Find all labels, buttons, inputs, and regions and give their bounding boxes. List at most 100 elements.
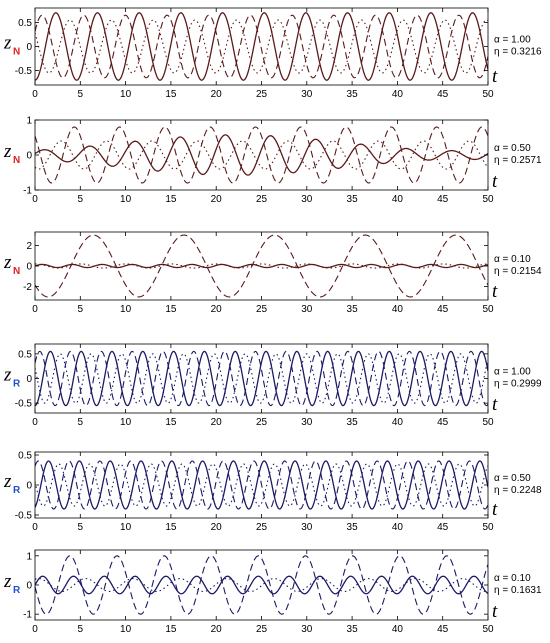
x-tick-label: 5 — [78, 522, 84, 533]
x-tick-label: 20 — [211, 522, 223, 533]
x-tick-label: 35 — [347, 522, 359, 533]
y-tick-label: 0 — [26, 581, 32, 592]
y-tick-label: 0.5 — [18, 18, 32, 29]
y-tick-label: 2 — [26, 241, 32, 252]
series-line-dotted — [35, 19, 488, 74]
x-tick-label: 0 — [32, 89, 38, 100]
x-tick-label: 25 — [256, 89, 268, 100]
x-axis-label: t — [492, 171, 498, 192]
x-tick-label: 50 — [482, 417, 494, 428]
x-tick-label: 10 — [120, 304, 132, 315]
eta-value: η = 0.3216 — [494, 47, 542, 58]
x-tick-label: 10 — [120, 522, 132, 533]
x-tick-label: 50 — [482, 304, 494, 315]
alpha-value: α = 0.50 — [494, 473, 531, 484]
panel-1: 0 5 10 15 20 25 30 35 40 45 50 -0.5 0 0.5 z Nt α = 1.00η… — [3, 7, 542, 100]
x-tick-label: 15 — [165, 304, 177, 315]
series-group — [35, 350, 488, 407]
x-tick-label: 10 — [120, 194, 132, 205]
y-tick-label: -0.5 — [15, 66, 33, 77]
x-tick-label: 40 — [392, 522, 404, 533]
x-tick-label: 25 — [256, 522, 268, 533]
y-tick-label: -0.5 — [15, 399, 33, 410]
y-axis-label-subscript: R — [13, 379, 21, 390]
y-tick-label: -1 — [23, 186, 32, 197]
x-tick-label: 25 — [256, 417, 268, 428]
alpha-value: α = 0.50 — [494, 143, 531, 154]
y-axis-label-subscript: N — [13, 155, 20, 166]
x-tick-label: 35 — [347, 624, 359, 635]
alpha-value: α = 0.10 — [494, 573, 531, 584]
y-tick-label: 0 — [26, 262, 32, 273]
x-tick-label: 30 — [301, 304, 313, 315]
y-tick-label: 0 — [26, 42, 32, 53]
y-tick-label: 0 — [26, 151, 32, 162]
x-tick-label: 0 — [32, 417, 38, 428]
y-axis-label: z — [3, 365, 12, 386]
axes-frame — [34, 119, 489, 191]
x-tick-label: 0 — [32, 624, 38, 635]
series-line-solid — [35, 460, 488, 510]
x-tick-label: 25 — [256, 624, 268, 635]
series-line-dotted — [35, 353, 488, 404]
x-tick-label: 25 — [256, 304, 268, 315]
x-tick-label: 50 — [482, 522, 494, 533]
series-line-dashed — [35, 460, 488, 510]
y-tick-label: 0.5 — [18, 349, 32, 360]
x-tick-label: 15 — [165, 624, 177, 635]
y-tick-label: 0.5 — [18, 451, 32, 462]
y-tick-label: -2 — [23, 282, 32, 293]
x-tick-label: 45 — [437, 417, 449, 428]
x-axis-label: t — [492, 281, 498, 302]
x-tick-label: 5 — [78, 194, 84, 205]
eta-value: η = 0.2999 — [494, 379, 542, 390]
y-axis-label: z — [3, 252, 12, 273]
alpha-value: α = 1.00 — [494, 35, 531, 46]
x-tick-label: 50 — [482, 194, 494, 205]
series-group — [35, 460, 488, 510]
y-axis-label-subscript: N — [13, 47, 20, 58]
x-tick-label: 35 — [347, 304, 359, 315]
x-tick-label: 50 — [482, 624, 494, 635]
axes-frame — [34, 343, 489, 414]
panel-4: 0 5 10 15 20 25 30 35 40 45 50 -0.5 0 0.5 z Rt α = 1.00η… — [3, 343, 542, 428]
series-line-dashed — [35, 234, 488, 298]
x-tick-label: 20 — [211, 89, 223, 100]
series-line-solid — [35, 350, 488, 407]
x-tick-label: 30 — [301, 194, 313, 205]
series-line-solid — [35, 263, 488, 269]
y-axis-label: z — [3, 33, 12, 54]
eta-value: η = 0.1631 — [494, 585, 542, 596]
series-group — [35, 126, 488, 184]
eta-value: η = 0.2571 — [494, 155, 542, 166]
x-tick-label: 40 — [392, 417, 404, 428]
x-tick-label: 35 — [347, 194, 359, 205]
x-tick-label: 10 — [120, 417, 132, 428]
x-tick-label: 20 — [211, 304, 223, 315]
eta-value: η = 0.2248 — [494, 485, 542, 496]
series-line-dashed — [35, 14, 488, 79]
y-tick-label: 1 — [26, 551, 32, 562]
x-tick-label: 20 — [211, 624, 223, 635]
series-line-dashed — [35, 350, 488, 407]
x-tick-label: 0 — [32, 194, 38, 205]
x-tick-label: 20 — [211, 417, 223, 428]
x-tick-label: 15 — [165, 89, 177, 100]
x-tick-label: 30 — [301, 522, 313, 533]
series-line-dashed — [35, 555, 488, 615]
series-group — [35, 12, 488, 81]
x-axis-label: t — [492, 66, 498, 87]
x-tick-label: 35 — [347, 417, 359, 428]
y-tick-label: -0.5 — [15, 511, 33, 522]
x-tick-label: 5 — [78, 89, 84, 100]
x-tick-label: 25 — [256, 194, 268, 205]
y-axis-label: z — [3, 471, 12, 492]
panel-5: 0 5 10 15 20 25 30 35 40 45 50-0.500.5z Rtα = 0.50η… — [3, 451, 542, 534]
series-line-dashed — [35, 126, 488, 184]
x-tick-label: 30 — [301, 624, 313, 635]
y-axis-label-subscript: R — [13, 485, 21, 496]
series-line-dotted — [35, 140, 488, 170]
x-tick-label: 15 — [165, 417, 177, 428]
